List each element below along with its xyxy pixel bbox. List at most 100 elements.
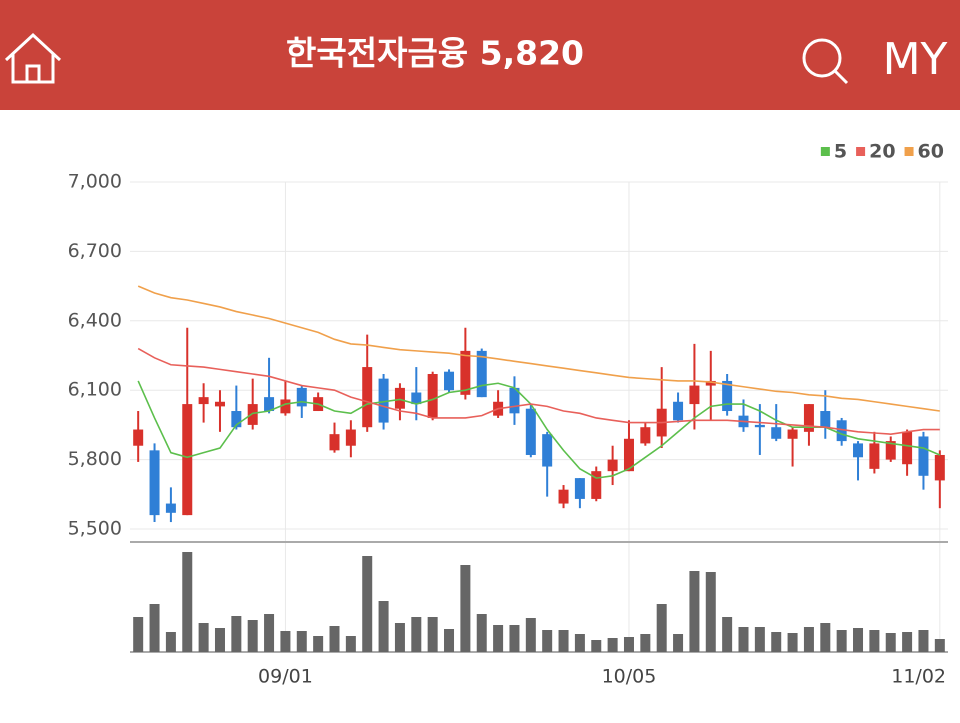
volume-bar: [476, 614, 487, 652]
candle-body: [558, 489, 569, 504]
candle-body: [345, 429, 356, 446]
my-button[interactable]: MY: [883, 34, 948, 85]
chart: 5,500 5,800 6,100 6,400 6,700 7,000 09/01 10/05…: [68, 141, 948, 688]
volume-bar: [836, 630, 847, 652]
volume-bar: [133, 617, 144, 652]
volume-bar: [574, 634, 585, 652]
candle-body: [411, 392, 422, 405]
candle-body: [754, 424, 765, 428]
x-tick-label: 10/05: [602, 666, 657, 688]
legend-label: 60: [918, 141, 944, 163]
volume-bar: [264, 614, 275, 652]
volume-bar: [542, 630, 553, 652]
volume-bar: [820, 623, 831, 652]
volume-bar: [902, 632, 913, 652]
x-tick-label: 11/02: [891, 666, 946, 688]
volume-bar: [231, 616, 242, 652]
candle-body: [198, 397, 209, 405]
candle-body: [591, 471, 602, 499]
volume-bar: [394, 623, 405, 652]
volume-bar: [296, 631, 307, 652]
volume-bar: [787, 633, 798, 652]
candle-body: [247, 404, 258, 425]
volume-bar: [591, 640, 602, 652]
candle-body: [853, 443, 864, 458]
volume-bar: [329, 626, 340, 652]
volume-bar: [444, 629, 455, 652]
x-tick-label: 09/01: [258, 666, 313, 688]
y-tick-label: 5,800: [68, 448, 122, 470]
candle-body: [869, 443, 880, 469]
home-icon: [4, 32, 62, 84]
volume-bar: [427, 617, 438, 652]
volume-bar: [509, 625, 520, 652]
header-title: 한국전자금융 5,820: [286, 34, 584, 73]
volume-bar: [198, 623, 209, 652]
candle-body: [722, 380, 733, 412]
candle-body: [640, 427, 651, 444]
y-tick-label: 6,700: [68, 240, 122, 262]
candle-body: [182, 404, 193, 516]
legend-label: 20: [869, 141, 895, 163]
volume-bar: [869, 630, 880, 652]
volume-bar: [885, 633, 896, 652]
legend-label: 5: [834, 141, 847, 163]
legend-swatch: [856, 147, 866, 156]
candle-body: [427, 374, 438, 418]
volume-bar: [738, 627, 749, 652]
legend-swatch: [904, 147, 914, 156]
y-tick-label: 6,100: [68, 379, 122, 401]
ma-line: [137, 285, 940, 412]
candle-body: [820, 411, 831, 428]
candle-body: [444, 371, 455, 391]
candle-body: [231, 411, 242, 428]
volume-bar: [918, 630, 929, 652]
volume-bar: [771, 632, 782, 652]
candle-body: [264, 397, 275, 412]
candle-body: [607, 459, 618, 472]
candle-body: [509, 387, 520, 414]
volume-bar: [754, 627, 765, 652]
candle-body: [394, 387, 405, 409]
candle-body: [133, 429, 144, 446]
header-bar: [0, 0, 960, 110]
volume-bar: [378, 601, 389, 652]
candle-body: [460, 350, 471, 395]
volume-bar: [607, 638, 618, 652]
volume-bar: [525, 618, 536, 652]
volume-bar: [214, 628, 225, 652]
volume-bar: [460, 565, 471, 652]
volume-bar: [313, 636, 324, 652]
y-tick-label: 6,400: [68, 309, 122, 331]
volume-bar: [673, 634, 684, 652]
candle-body: [165, 503, 176, 513]
home-button[interactable]: [4, 32, 62, 84]
volume-bar: [705, 572, 716, 652]
candle-body: [803, 404, 814, 432]
volume-bar: [623, 637, 634, 652]
candle-body: [476, 350, 487, 398]
volume-bar: [411, 617, 422, 652]
candle-body: [885, 441, 896, 460]
volume-bar: [803, 627, 814, 652]
volume-bar: [656, 604, 667, 652]
candle-body: [623, 438, 634, 472]
volume-bar: [558, 630, 569, 652]
volume-bar: [149, 604, 160, 652]
ma-line: [137, 347, 940, 435]
volume-bar: [247, 620, 258, 652]
volume-bar: [722, 617, 733, 652]
volume-bar: [362, 556, 373, 652]
candle-body: [525, 408, 536, 455]
candle-body: [902, 431, 913, 465]
volume-bar: [165, 632, 176, 652]
search-icon: [802, 38, 842, 78]
candle-body: [280, 399, 291, 414]
volume-bar: [493, 625, 504, 652]
volume-bar: [345, 636, 356, 652]
volume-bar: [689, 571, 700, 652]
search-button[interactable]: [802, 38, 849, 85]
volume-bar: [934, 639, 945, 652]
